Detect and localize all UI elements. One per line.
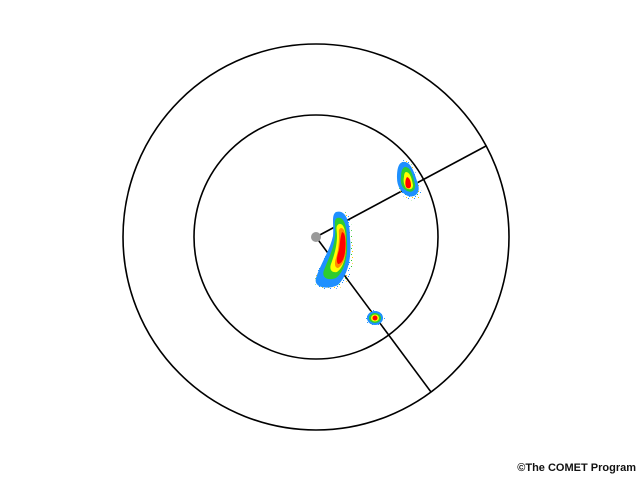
outer-range-ring (122, 43, 510, 431)
copyright-credit: ©The COMET Program (517, 462, 636, 474)
radar-site-marker (311, 232, 321, 242)
storm-echo-southeast (365, 310, 385, 326)
inner-range-ring (193, 114, 439, 360)
storm-echo-northeast (397, 160, 422, 201)
storm-echo-central (314, 211, 354, 290)
